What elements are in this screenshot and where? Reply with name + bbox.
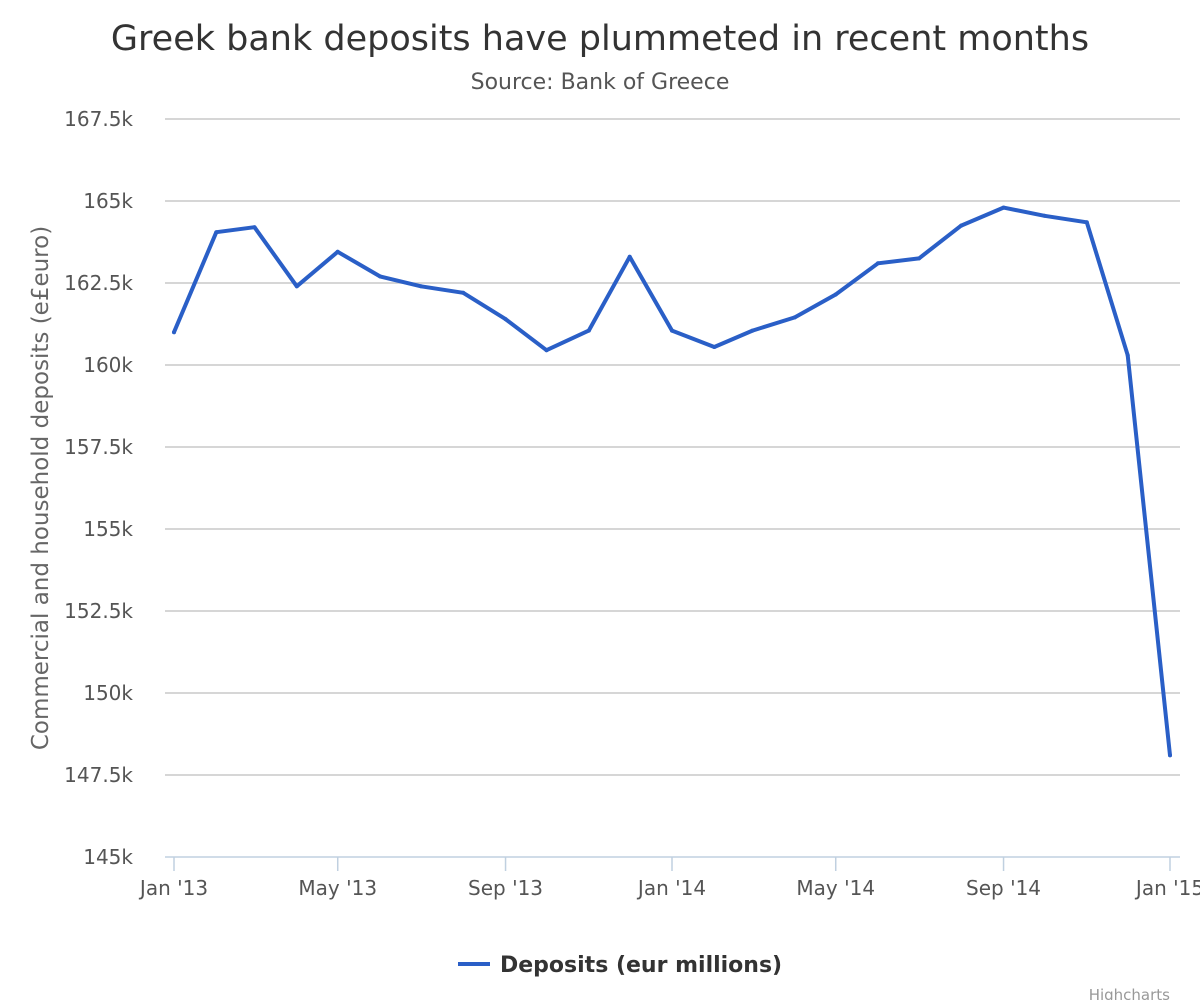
data-point[interactable] [294, 284, 299, 289]
x-axis-labels: Jan '13 May '13 Sep '13 Jan '14 May '14 Sep '… [138, 876, 1200, 900]
credits-label[interactable]: Highcharts [1089, 986, 1170, 1000]
x-axis-ticks [173, 857, 1171, 871]
series-group [172, 205, 1172, 758]
chart-subtitle: Source: Bank of Greece [471, 70, 730, 95]
grid-lines [165, 118, 1180, 776]
y-axis-labels: 145k 147.5k 150k 152.5k 155k 157.5k 160k 162.5k… [64, 107, 133, 869]
x-tick-label: Sep '13 [468, 876, 543, 900]
x-tick-label: May '13 [298, 876, 377, 900]
data-point[interactable] [461, 290, 466, 295]
data-point[interactable] [1168, 753, 1172, 758]
chart-title: Greek bank deposits have plummeted in re… [111, 19, 1089, 59]
legend[interactable]: Deposits (eur millions) [458, 953, 782, 978]
data-point[interactable] [586, 328, 591, 333]
y-tick-label: 145k [83, 845, 133, 869]
x-tick-label: Sep '14 [966, 876, 1041, 900]
y-tick-label: 167.5k [64, 107, 133, 131]
data-point[interactable] [503, 317, 508, 322]
data-point[interactable] [1084, 220, 1089, 225]
data-point[interactable] [544, 348, 549, 353]
data-point[interactable] [1001, 205, 1006, 210]
data-point[interactable] [1125, 353, 1130, 358]
y-tick-label: 165k [83, 189, 133, 213]
y-tick-label: 152.5k [64, 599, 133, 623]
data-point[interactable] [1042, 213, 1047, 218]
x-tick-label: Jan '14 [636, 876, 706, 900]
data-point[interactable] [627, 254, 632, 259]
data-point[interactable] [172, 330, 176, 335]
data-point[interactable] [750, 328, 755, 333]
series-line[interactable] [172, 205, 1172, 758]
y-tick-label: 150k [83, 681, 133, 705]
y-tick-label: 147.5k [64, 763, 133, 787]
x-tick-label: Jan '13 [138, 876, 208, 900]
y-axis-title: Commercial and household deposits (e£eur… [28, 226, 54, 750]
legend-series-label[interactable]: Deposits (eur millions) [500, 953, 782, 978]
data-point[interactable] [959, 223, 964, 228]
data-point[interactable] [792, 315, 797, 320]
x-tick-label: May '14 [796, 876, 875, 900]
data-point[interactable] [214, 230, 219, 235]
data-point[interactable] [670, 328, 674, 333]
y-tick-label: 155k [83, 517, 133, 541]
y-tick-label: 157.5k [64, 435, 133, 459]
y-tick-label: 162.5k [64, 271, 133, 295]
x-tick-label: Jan '15 [1134, 876, 1200, 900]
data-point[interactable] [419, 284, 423, 289]
data-point[interactable] [917, 256, 921, 261]
data-point[interactable] [252, 225, 257, 230]
y-tick-label: 160k [83, 353, 133, 377]
data-point[interactable] [712, 345, 717, 349]
data-point[interactable] [833, 292, 838, 297]
data-point[interactable] [378, 274, 382, 279]
data-point[interactable] [876, 261, 880, 266]
data-point[interactable] [335, 249, 340, 254]
